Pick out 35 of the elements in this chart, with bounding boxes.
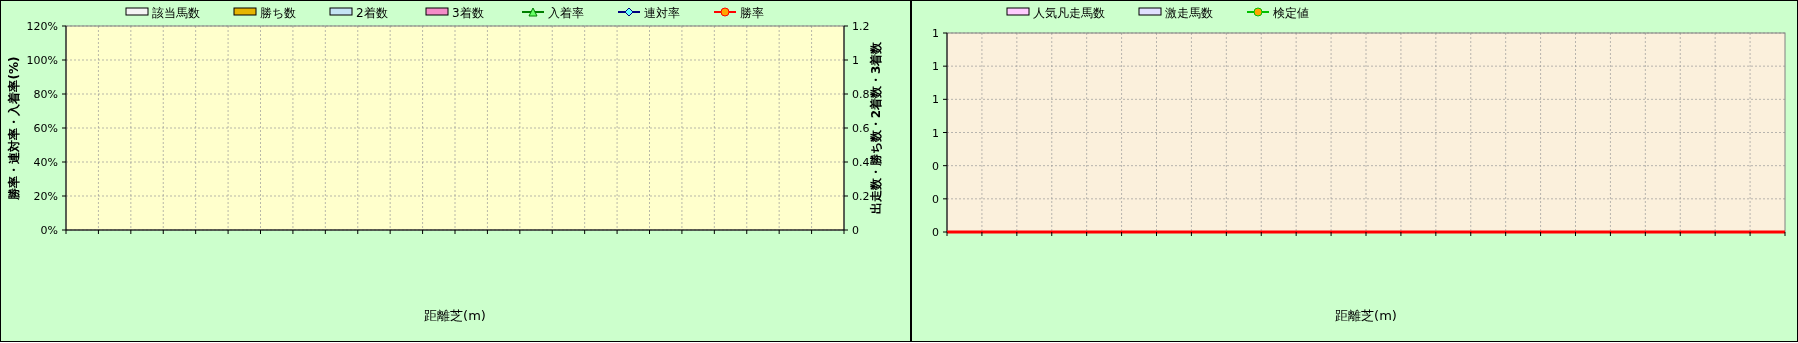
y2-tick-label: 0.6 <box>852 122 870 135</box>
legend-label: 検定値 <box>1273 6 1309 20</box>
legend-label: 連対率 <box>644 6 680 20</box>
y2-tick-label: 0 <box>852 224 859 237</box>
y-tick-label: 0 <box>932 226 939 239</box>
y-tick-label: 1 <box>932 27 939 40</box>
y-axis-title: 勝率・連対率・入着率(%) <box>7 56 21 201</box>
legend-label: 激走馬数 <box>1165 6 1213 20</box>
y-tick-label: 100% <box>26 54 58 67</box>
y-tick-label: 0% <box>40 224 58 237</box>
legend-label: 入着率 <box>548 6 584 20</box>
y2-tick-label: 0.4 <box>852 156 870 169</box>
legend-label: 人気凡走馬数 <box>1033 6 1105 20</box>
legend-label: 勝ち数 <box>260 6 296 20</box>
legend-label: 該当馬数 <box>152 6 200 20</box>
legend-label: 2着数 <box>356 6 388 20</box>
y-tick-label: 20% <box>33 190 58 203</box>
y-tick-label: 1 <box>932 93 939 107</box>
y-tick-label: 1 <box>932 60 939 74</box>
y2-tick-label: 1 <box>852 54 859 67</box>
y2-axis-title: 出走数・勝ち数・2着数・3着数 <box>869 40 883 215</box>
legend-label: 3着数 <box>452 6 484 20</box>
legend-label: 勝率 <box>740 6 764 20</box>
x-axis-title: 距離芝(m) <box>1335 308 1397 323</box>
y2-tick-label: 0.8 <box>852 88 870 101</box>
y-tick-label: 0 <box>932 159 939 173</box>
x-axis-title: 距離芝(m) <box>424 308 486 323</box>
y-tick-label: 0 <box>932 192 939 206</box>
y-tick-label: 40% <box>33 156 58 169</box>
y-tick-label: 120% <box>26 20 58 33</box>
y-tick-label: 1 <box>932 126 939 140</box>
y2-tick-label: 1.2 <box>852 20 870 33</box>
y-tick-label: 60% <box>33 122 58 135</box>
y2-tick-label: 0.2 <box>852 190 870 203</box>
y-tick-label: 80% <box>33 88 58 101</box>
